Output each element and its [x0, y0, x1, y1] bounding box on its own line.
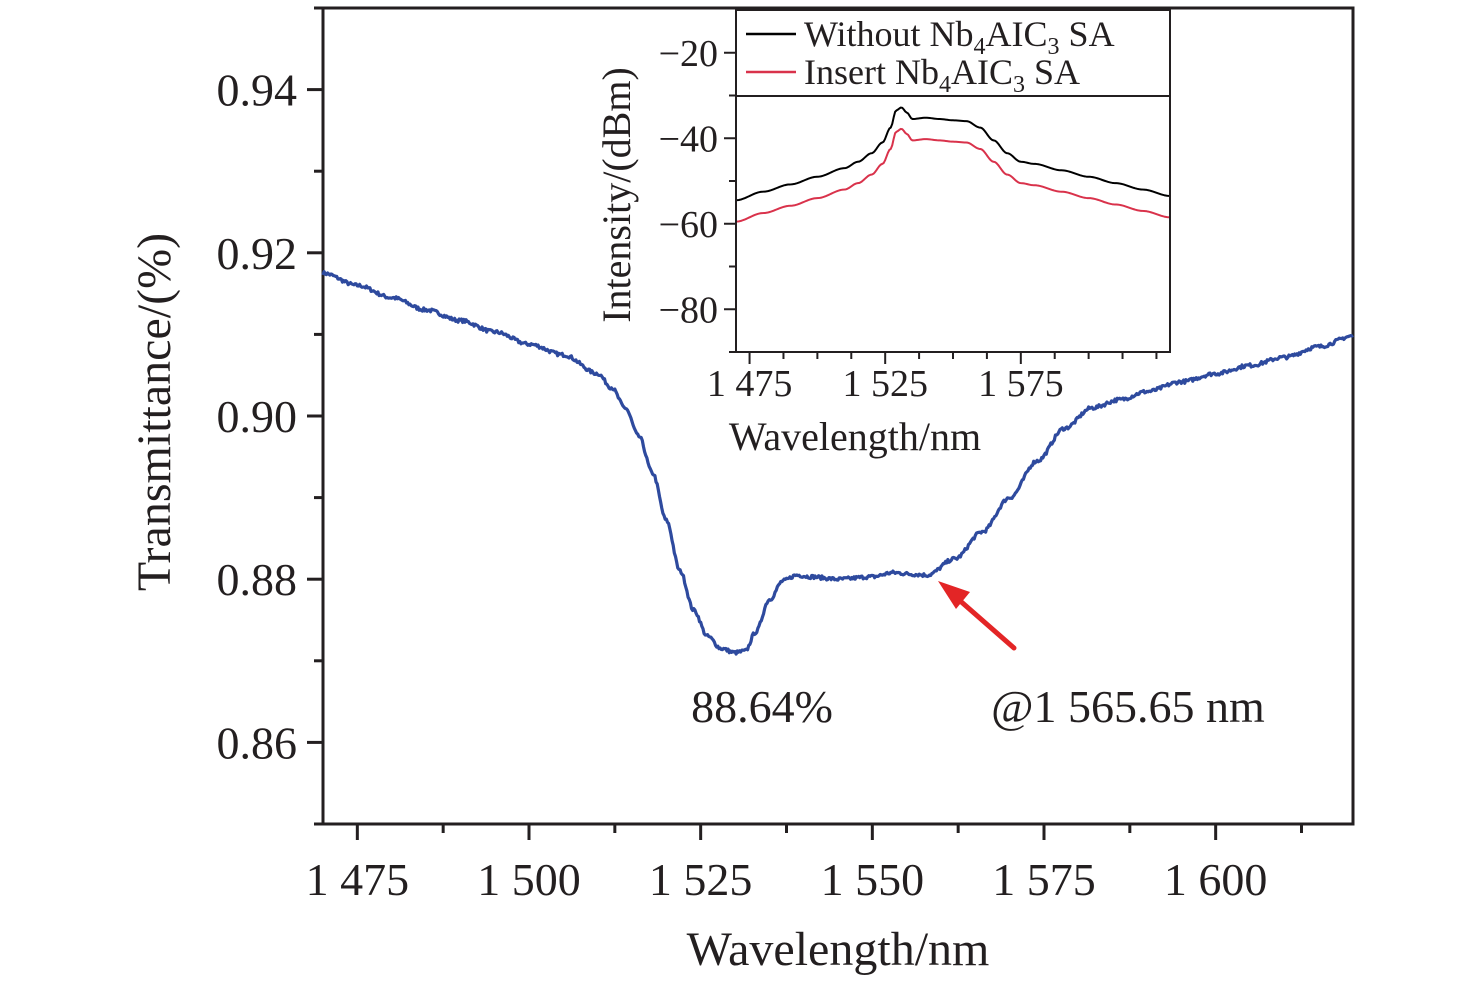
inset-ticks: [724, 51, 1158, 364]
legend-label-without-sa: Without Nb4AIC3 SA: [804, 14, 1115, 60]
x-tick-label: 1 475: [306, 854, 410, 905]
inset-x-tick-label: 1 475: [707, 363, 793, 405]
legend-label-insert-sa: Insert Nb4AIC3 SA: [804, 52, 1080, 98]
inset-y-tick-label: −40: [659, 118, 718, 160]
inset-series-line-without-sa: [735, 106, 1171, 202]
inset-x-tick-label: 1 525: [842, 363, 928, 405]
y-tick-label: 0.94: [217, 65, 298, 116]
inset-tick-labels: 1 475 1 525 1 575 −80 −60 −40 −20: [659, 33, 1064, 405]
inset-y-tick-label: −80: [659, 289, 718, 331]
y-tick-label: 0.86: [217, 717, 298, 768]
annotation-min-transmittance: 88.64%: [691, 681, 833, 732]
arrow-head: [938, 581, 970, 609]
inset-legend: Without Nb4AIC3 SA Insert Nb4AIC3 SA: [735, 9, 1171, 98]
y-tick-label: 0.88: [217, 554, 298, 605]
y-tick-label: 0.92: [217, 228, 298, 279]
inset-y-tick-label: −20: [659, 33, 718, 75]
main-ticks: [307, 6, 1303, 840]
inset-x-tick-label: 1 575: [978, 363, 1064, 405]
annotation-arrow: [938, 581, 1017, 651]
inset-y-axis-title: Intensity/(dBm): [594, 67, 639, 323]
x-tick-label: 1 600: [1164, 854, 1268, 905]
x-tick-label: 1 575: [992, 854, 1096, 905]
annotation-wavelength: @1 565.65 nm: [991, 681, 1265, 732]
arrow-shaft: [955, 596, 1017, 651]
y-tick-label: 0.90: [217, 391, 298, 442]
x-tick-label: 1 525: [649, 854, 753, 905]
inset-series-line-insert-sa: [735, 127, 1171, 223]
inset-chart: 1 475 1 525 1 575 −80 −60 −40 −20 Without Nb4A…: [594, 9, 1171, 459]
inset-x-axis-title: Wavelength/nm: [729, 414, 981, 459]
x-tick-label: 1 500: [477, 854, 581, 905]
inset-y-tick-label: −60: [659, 204, 718, 246]
main-chart: 1 475 1 500 1 525 1 550 1 575 1 600 0.86 0.88 0.…: [128, 6, 1355, 976]
legend-box: [735, 9, 1171, 97]
main-x-axis-title: Wavelength/nm: [687, 923, 990, 976]
x-tick-label: 1 550: [821, 854, 925, 905]
main-y-axis-title: Transmittance/(%): [128, 233, 181, 591]
series-line-transmittance: [321, 270, 1354, 656]
main-tick-labels: 1 475 1 500 1 525 1 550 1 575 1 600 0.86 0.88 0.…: [217, 65, 1268, 905]
